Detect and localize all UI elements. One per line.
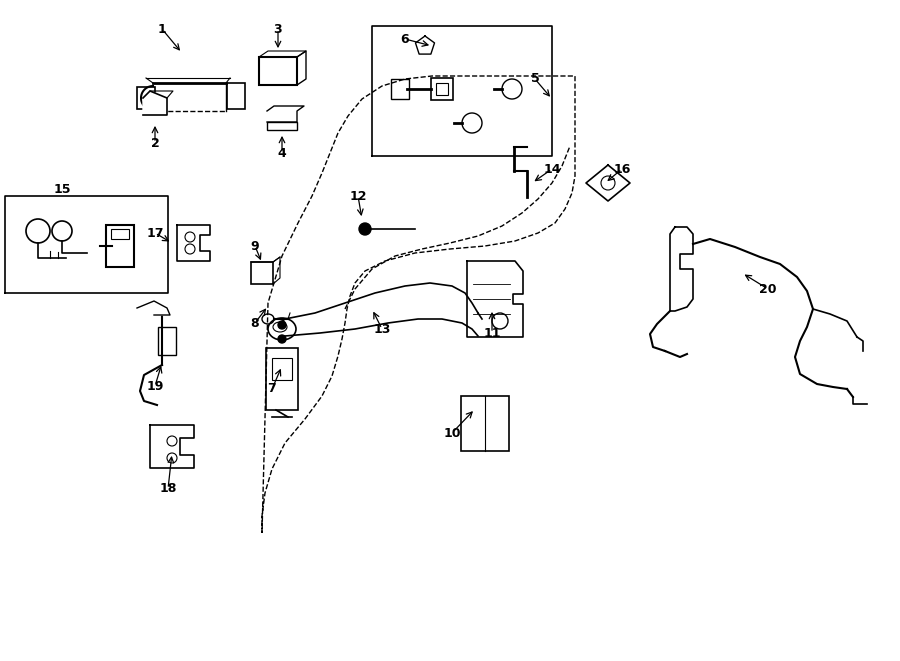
Text: 11: 11 (483, 327, 500, 340)
Text: 2: 2 (150, 137, 159, 149)
Bar (227, 83, 245, 109)
Text: 3: 3 (274, 22, 283, 36)
Text: 6: 6 (400, 32, 410, 46)
Polygon shape (297, 51, 306, 85)
Polygon shape (670, 227, 693, 311)
Text: 1: 1 (158, 22, 166, 36)
Polygon shape (586, 165, 630, 201)
Circle shape (278, 335, 286, 343)
Text: 8: 8 (251, 317, 259, 329)
Polygon shape (259, 51, 306, 57)
Polygon shape (150, 425, 194, 468)
Bar (137, 87, 155, 109)
Text: 16: 16 (613, 163, 631, 176)
Text: 5: 5 (531, 73, 539, 85)
Text: 14: 14 (544, 163, 561, 176)
Circle shape (359, 223, 371, 235)
Text: 17: 17 (146, 227, 164, 239)
Text: 15: 15 (53, 182, 71, 196)
Polygon shape (467, 261, 523, 337)
Bar (111, 229, 129, 239)
Text: 4: 4 (277, 147, 286, 159)
Bar (267, 122, 297, 130)
Text: 13: 13 (374, 323, 391, 336)
Polygon shape (137, 301, 170, 315)
Text: 12: 12 (349, 190, 367, 202)
Bar (259, 57, 297, 85)
Bar (158, 327, 176, 355)
Text: 20: 20 (760, 282, 777, 295)
Bar (272, 358, 292, 380)
Bar (266, 348, 298, 410)
Bar (436, 83, 448, 95)
Bar (461, 395, 509, 451)
Bar (391, 79, 409, 99)
Text: 7: 7 (267, 383, 276, 395)
Text: 18: 18 (159, 483, 176, 496)
Polygon shape (267, 106, 304, 122)
Polygon shape (177, 225, 210, 261)
Polygon shape (143, 91, 167, 115)
Circle shape (278, 321, 286, 329)
Text: 10: 10 (443, 426, 461, 440)
Bar (431, 78, 453, 100)
Bar (251, 262, 273, 284)
Text: 19: 19 (147, 379, 164, 393)
Text: 9: 9 (251, 239, 259, 253)
Bar (106, 225, 134, 267)
Polygon shape (416, 36, 435, 54)
